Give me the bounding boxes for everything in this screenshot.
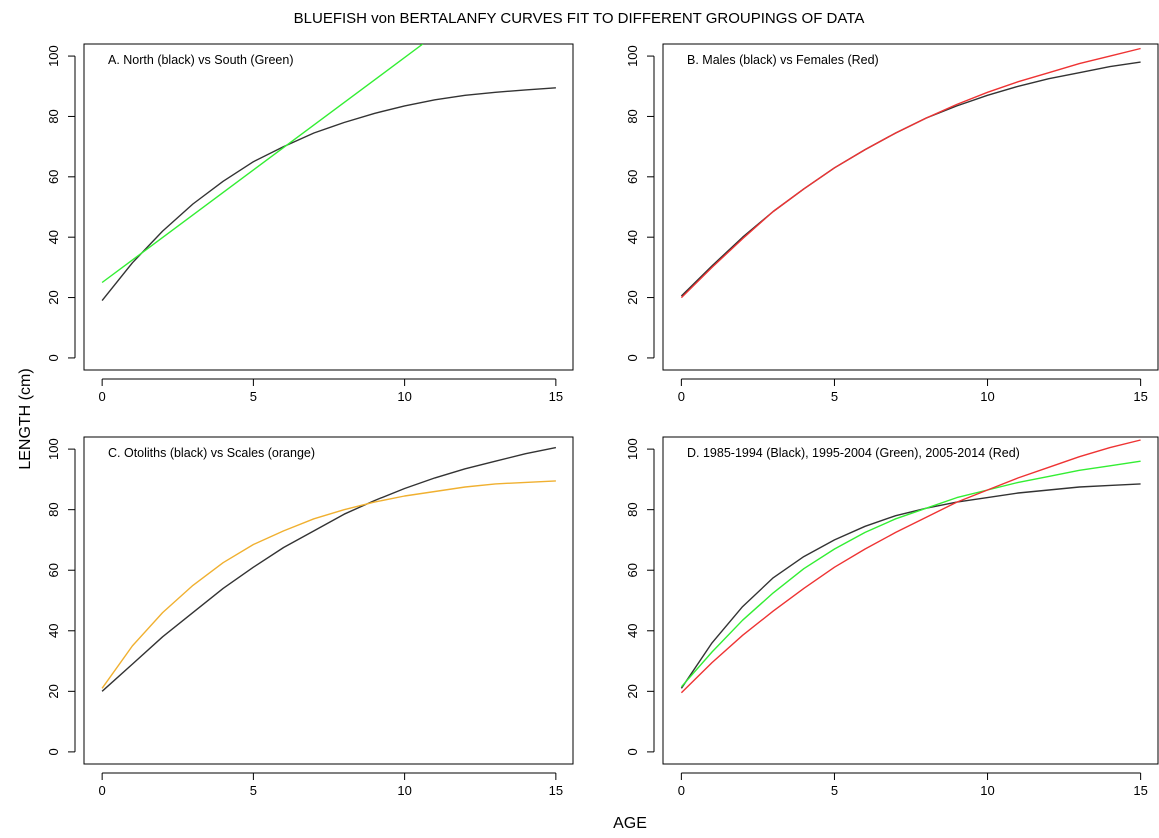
y-tick-label: 20 bbox=[625, 684, 640, 698]
series-line-2 bbox=[680, 460, 1141, 688]
x-tick-label: 10 bbox=[980, 389, 994, 404]
y-tick-label: 80 bbox=[46, 109, 61, 123]
y-tick-label: 80 bbox=[46, 502, 61, 516]
x-tick-label: 15 bbox=[1133, 389, 1147, 404]
series-line-2 bbox=[101, 44, 424, 284]
series-line-1 bbox=[680, 61, 1141, 297]
y-tick-label: 80 bbox=[625, 502, 640, 516]
panel-b: 0 5 10 15 0 20 40 60 80 100 B. Males (black) vs Fe… bbox=[625, 43, 1159, 404]
y-tick-label: 100 bbox=[46, 438, 61, 460]
x-tick-label: 0 bbox=[678, 783, 685, 798]
plot-frame bbox=[662, 43, 1159, 371]
y-axis-label: LENGTH (cm) bbox=[17, 368, 34, 469]
panel-label: A. North (black) vs South (Green) bbox=[108, 53, 293, 67]
plot-frame bbox=[83, 436, 574, 765]
y-tick-label: 100 bbox=[625, 45, 640, 67]
panel-label: B. Males (black) vs Females (Red) bbox=[687, 53, 879, 67]
x-tick-label: 10 bbox=[980, 783, 994, 798]
series-line-1 bbox=[680, 483, 1141, 689]
x-tick-label: 5 bbox=[831, 783, 838, 798]
series-line-3 bbox=[680, 439, 1141, 694]
series-group bbox=[680, 439, 1141, 694]
y-tick-label: 20 bbox=[46, 684, 61, 698]
x-tick-label: 10 bbox=[397, 783, 411, 798]
y-tick-label: 20 bbox=[46, 290, 61, 304]
panel-c: 0 5 10 15 0 20 40 60 80 100 C. Otoliths (black) vs… bbox=[46, 436, 574, 798]
x-tick-label: 0 bbox=[678, 389, 685, 404]
x-tick-label: 5 bbox=[250, 389, 257, 404]
series-group bbox=[101, 446, 557, 692]
series-group bbox=[680, 47, 1141, 299]
panel-label: C. Otoliths (black) vs Scales (orange) bbox=[108, 446, 315, 460]
y-tick-label: 0 bbox=[46, 748, 61, 755]
y-tick-label: 100 bbox=[625, 438, 640, 460]
x-tick-label: 5 bbox=[831, 389, 838, 404]
y-tick-label: 40 bbox=[46, 624, 61, 638]
y-tick-label: 60 bbox=[625, 170, 640, 184]
chart-title: BLUEFISH von BERTALANFY CURVES FIT TO DI… bbox=[294, 10, 865, 27]
series-line-1 bbox=[101, 87, 556, 302]
x-tick-label: 5 bbox=[250, 783, 257, 798]
x-tick-label: 15 bbox=[549, 783, 563, 798]
x-tick-label: 15 bbox=[549, 389, 563, 404]
panel-d: 0 5 10 15 0 20 40 60 80 100 D. 1985-1994 (Black), … bbox=[625, 436, 1159, 798]
plot-frame bbox=[662, 436, 1159, 765]
x-axis-label: AGE bbox=[613, 815, 647, 832]
x-tick-label: 10 bbox=[397, 389, 411, 404]
plot-frame bbox=[83, 43, 574, 371]
x-tick-label: 15 bbox=[1133, 783, 1147, 798]
series-group bbox=[101, 44, 556, 302]
y-tick-label: 100 bbox=[46, 45, 61, 67]
series-line-2 bbox=[680, 47, 1141, 299]
y-tick-label: 60 bbox=[625, 563, 640, 577]
series-line-2 bbox=[101, 480, 556, 689]
y-tick-label: 40 bbox=[625, 230, 640, 244]
series-line-1 bbox=[101, 446, 557, 692]
y-tick-label: 60 bbox=[46, 170, 61, 184]
panel-a: 0 5 10 15 0 20 40 60 80 100 A. North (black) vs So… bbox=[46, 43, 574, 404]
y-tick-label: 0 bbox=[625, 748, 640, 755]
y-tick-label: 0 bbox=[46, 354, 61, 361]
y-tick-label: 40 bbox=[46, 230, 61, 244]
y-tick-label: 0 bbox=[625, 354, 640, 361]
y-tick-label: 20 bbox=[625, 290, 640, 304]
panel-label: D. 1985-1994 (Black), 1995-2004 (Green),… bbox=[687, 446, 1020, 460]
y-tick-label: 40 bbox=[625, 624, 640, 638]
x-tick-label: 0 bbox=[99, 389, 106, 404]
y-tick-label: 80 bbox=[625, 109, 640, 123]
x-tick-label: 0 bbox=[99, 783, 106, 798]
y-tick-label: 60 bbox=[46, 563, 61, 577]
